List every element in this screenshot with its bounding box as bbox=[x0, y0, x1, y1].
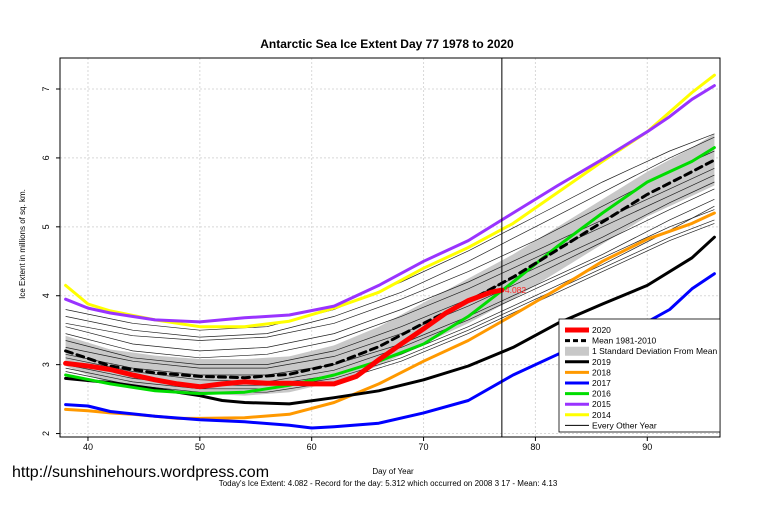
series-line-2015 bbox=[64, 84, 716, 324]
footer-stats: Today's Ice Extent: 4.082 - Record for t… bbox=[219, 479, 558, 488]
legend-label: 2014 bbox=[592, 410, 611, 420]
legend-label: 1 Standard Deviation From Mean bbox=[592, 346, 717, 356]
every-other-year-line bbox=[65, 188, 715, 369]
x-tick-label: 40 bbox=[83, 442, 93, 452]
y-axis-label: Ice Extent in millions of sq. km. bbox=[18, 189, 27, 299]
series-line-2020 bbox=[63, 287, 505, 390]
y-tick-label: 2 bbox=[41, 431, 51, 436]
series-lines bbox=[63, 73, 716, 430]
every-other-year-line bbox=[65, 150, 715, 341]
watermark: http://sunshinehours.wordpress.com bbox=[12, 464, 269, 481]
x-axis: 40 50 60 70 80 90 bbox=[83, 437, 652, 452]
y-tick-label: 5 bbox=[41, 224, 51, 229]
series-line-2016 bbox=[64, 146, 716, 396]
x-axis-label: Day of Year bbox=[372, 467, 414, 476]
legend-label: 2020 bbox=[592, 325, 611, 335]
every-other-year-line bbox=[65, 181, 715, 365]
series-line-mean-1981-2010 bbox=[64, 158, 716, 380]
current-value-label: 4.082 bbox=[505, 285, 527, 295]
x-tick-label: 50 bbox=[195, 442, 205, 452]
every-other-year-line bbox=[65, 223, 715, 393]
legend-label: 2018 bbox=[592, 367, 611, 377]
y-tick-label: 7 bbox=[41, 87, 51, 92]
y-tick-label: 3 bbox=[41, 362, 51, 367]
y-axis: 2 3 4 5 6 7 bbox=[41, 87, 60, 436]
legend-label: 2015 bbox=[592, 399, 611, 409]
legend-box bbox=[558, 318, 721, 433]
every-other-year-line bbox=[65, 136, 715, 338]
every-other-year-line bbox=[65, 133, 715, 331]
chart-title: Antarctic Sea Ice Extent Day 77 1978 to … bbox=[260, 37, 514, 51]
every-other-year-line bbox=[65, 174, 715, 359]
legend-label: 2016 bbox=[592, 389, 611, 399]
legend-label: 2017 bbox=[592, 378, 611, 388]
plot-frame bbox=[59, 57, 721, 438]
legend-label: Every Other Year bbox=[592, 420, 657, 430]
x-tick-label: 80 bbox=[530, 442, 540, 452]
x-tick-label: 70 bbox=[419, 442, 429, 452]
x-tick-label: 90 bbox=[642, 442, 652, 452]
every-other-year-line bbox=[65, 209, 715, 383]
y-tick-label: 6 bbox=[41, 155, 51, 160]
legend-label: 2019 bbox=[592, 357, 611, 367]
legend-label: Mean 1981-2010 bbox=[592, 336, 657, 346]
x-tick-label: 60 bbox=[307, 442, 317, 452]
y-tick-label: 4 bbox=[41, 293, 51, 298]
every-other-year-line bbox=[65, 219, 715, 390]
